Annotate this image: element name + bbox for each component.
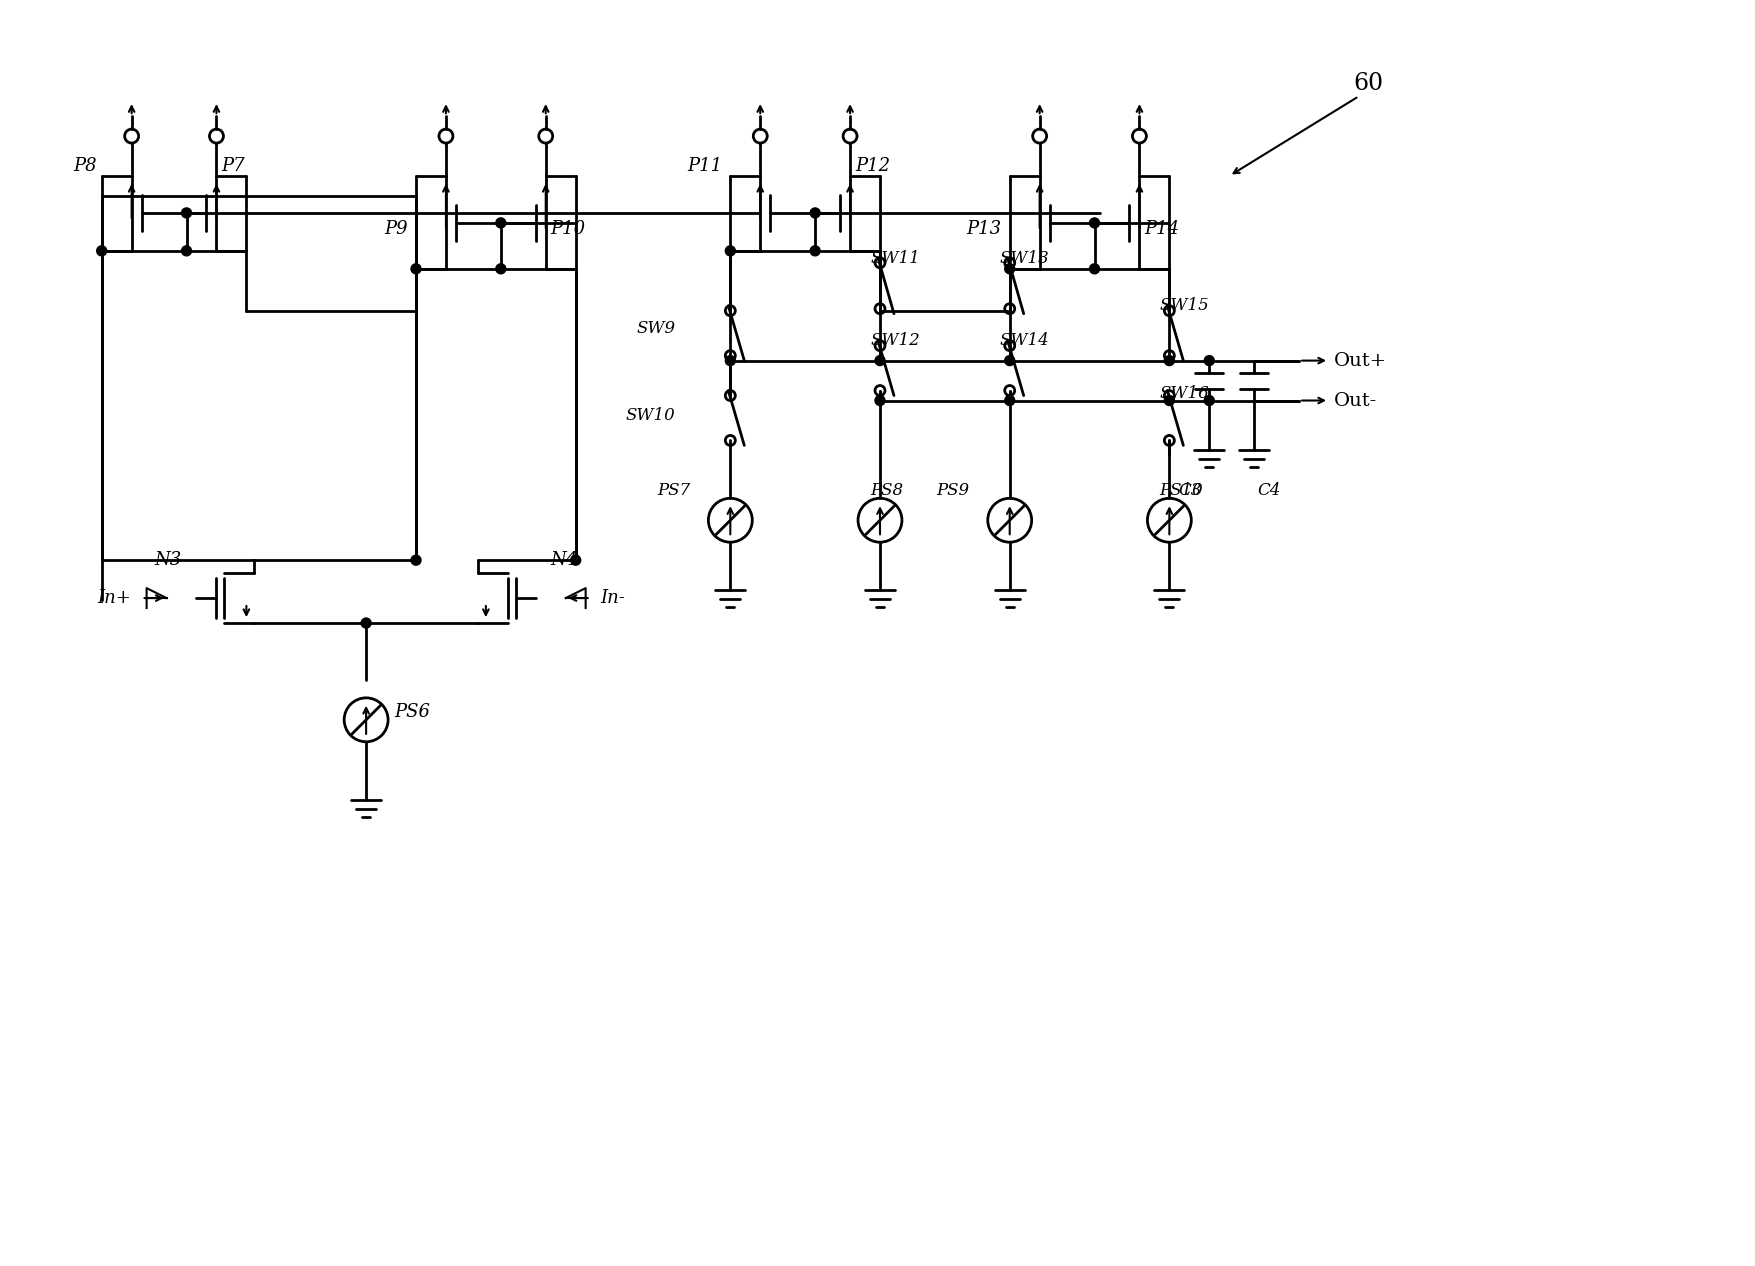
Circle shape xyxy=(495,263,505,273)
Text: P13: P13 xyxy=(965,220,1000,238)
Text: SW13: SW13 xyxy=(999,251,1049,267)
Text: PS8: PS8 xyxy=(869,482,902,499)
Circle shape xyxy=(181,208,191,218)
Text: SW12: SW12 xyxy=(869,332,920,349)
Circle shape xyxy=(1004,263,1014,273)
Text: C3: C3 xyxy=(1178,482,1200,499)
Circle shape xyxy=(1088,218,1099,228)
Text: N3: N3 xyxy=(154,551,181,570)
Text: SW16: SW16 xyxy=(1158,385,1209,403)
Text: N4: N4 xyxy=(551,551,577,570)
Circle shape xyxy=(362,618,370,628)
Circle shape xyxy=(725,356,735,366)
Text: Out-: Out- xyxy=(1334,391,1376,409)
Circle shape xyxy=(411,556,421,565)
Circle shape xyxy=(495,218,505,228)
Text: SW14: SW14 xyxy=(999,332,1049,349)
Text: P14: P14 xyxy=(1144,220,1179,238)
Circle shape xyxy=(181,246,191,256)
Text: PS9: PS9 xyxy=(935,482,969,499)
Circle shape xyxy=(97,246,107,256)
Text: In-: In- xyxy=(600,589,625,608)
Text: SW10: SW10 xyxy=(625,406,676,424)
Circle shape xyxy=(1004,395,1014,405)
Text: P7: P7 xyxy=(221,157,246,175)
Circle shape xyxy=(1164,395,1174,405)
Text: PS7: PS7 xyxy=(656,482,690,499)
Text: PS6: PS6 xyxy=(393,703,430,720)
Text: C4: C4 xyxy=(1257,482,1279,499)
Circle shape xyxy=(411,263,421,273)
Text: SW15: SW15 xyxy=(1158,298,1209,314)
Text: In+: In+ xyxy=(98,589,132,608)
Circle shape xyxy=(1088,263,1099,273)
Text: P10: P10 xyxy=(551,220,586,238)
Text: PS10: PS10 xyxy=(1158,482,1202,499)
Text: P8: P8 xyxy=(74,157,97,175)
Circle shape xyxy=(725,246,735,256)
Circle shape xyxy=(874,356,885,366)
Text: SW9: SW9 xyxy=(635,320,676,337)
Text: P9: P9 xyxy=(384,220,407,238)
Circle shape xyxy=(809,208,820,218)
Circle shape xyxy=(1204,395,1213,405)
Circle shape xyxy=(1164,356,1174,366)
Circle shape xyxy=(874,395,885,405)
Text: 60: 60 xyxy=(1353,72,1383,95)
Text: P11: P11 xyxy=(686,157,721,175)
Text: SW11: SW11 xyxy=(869,251,920,267)
Circle shape xyxy=(809,246,820,256)
Circle shape xyxy=(1004,356,1014,366)
Text: Out+: Out+ xyxy=(1334,352,1386,370)
Circle shape xyxy=(570,556,581,565)
Circle shape xyxy=(1204,356,1213,366)
Text: P12: P12 xyxy=(855,157,890,175)
